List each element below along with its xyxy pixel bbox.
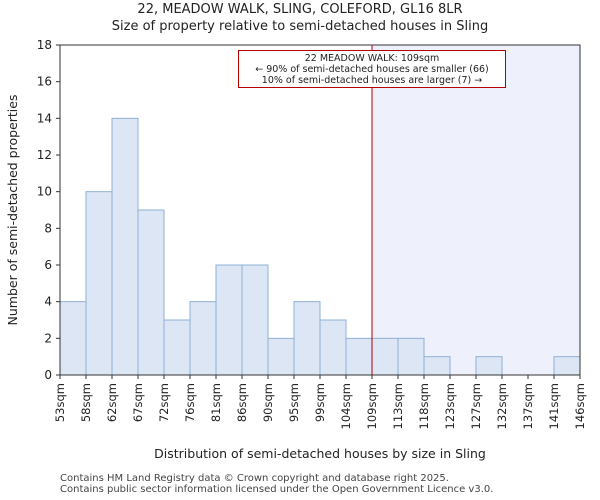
x-tick-label: 99sqm — [313, 383, 327, 422]
chart-title: 22, MEADOW WALK, SLING, COLEFORD, GL16 8… — [137, 2, 463, 17]
bar — [85, 191, 113, 376]
x-tick-label: 123sqm — [443, 383, 457, 429]
y-tick-label: 18 — [37, 38, 52, 52]
bar — [111, 117, 139, 376]
x-tick-label: 127sqm — [469, 383, 483, 429]
property-annotation-box: 22 MEADOW WALK: 109sqm ← 90% of semi-det… — [238, 50, 506, 88]
bar — [189, 301, 217, 376]
footer-copyright: Contains HM Land Registry data © Crown c… — [60, 473, 449, 484]
x-tick-label: 90sqm — [261, 383, 275, 422]
footer-licence: Contains public sector information licen… — [60, 484, 494, 495]
highlight-band — [372, 45, 580, 375]
bar — [553, 356, 581, 376]
annotation-line-2: ← 90% of semi-detached houses are smalle… — [255, 64, 489, 75]
x-tick-label: 95sqm — [287, 383, 301, 422]
bar — [397, 337, 425, 376]
x-tick-label: 141sqm — [547, 383, 561, 429]
y-tick-label: 14 — [37, 111, 52, 125]
bar — [137, 209, 165, 376]
bar — [293, 301, 321, 376]
x-tick-label: 104sqm — [339, 383, 353, 429]
bar — [267, 337, 295, 376]
annotation-line-1: 22 MEADOW WALK: 109sqm — [304, 53, 440, 64]
bar — [215, 264, 243, 376]
x-tick-label: 109sqm — [365, 383, 379, 429]
x-tick-label: 118sqm — [417, 383, 431, 429]
y-tick-label: 6 — [44, 258, 52, 272]
y-tick-label: 0 — [44, 368, 52, 382]
bar — [241, 264, 269, 376]
bar — [371, 337, 399, 376]
bar — [163, 319, 191, 376]
x-tick-label: 137sqm — [521, 383, 535, 429]
y-tick-label: 16 — [37, 75, 52, 89]
x-tick-label: 76sqm — [183, 383, 197, 422]
x-tick-label: 67sqm — [131, 383, 145, 422]
bar — [345, 337, 373, 376]
x-tick-label: 86sqm — [235, 383, 249, 422]
y-tick-label: 2 — [44, 331, 52, 345]
x-axis-label: Distribution of semi-detached houses by … — [154, 446, 486, 461]
bar — [475, 356, 503, 376]
bar — [423, 356, 451, 376]
annotation-line-3: 10% of semi-detached houses are larger (… — [261, 75, 483, 86]
x-tick-label: 81sqm — [209, 383, 223, 422]
x-tick-label: 113sqm — [391, 383, 405, 429]
bar — [319, 319, 347, 376]
x-tick-label: 146sqm — [573, 383, 587, 429]
x-tick-label: 62sqm — [105, 383, 119, 422]
y-axis-label: Number of semi-detached properties — [5, 95, 20, 326]
x-tick-label: 132sqm — [495, 383, 509, 429]
x-tick-label: 53sqm — [53, 383, 67, 422]
y-tick-label: 12 — [37, 148, 52, 162]
chart-subtitle: Size of property relative to semi-detach… — [111, 19, 489, 34]
y-tick-label: 4 — [44, 295, 52, 309]
x-tick-label: 72sqm — [157, 383, 171, 422]
y-tick-label: 10 — [37, 185, 52, 199]
y-tick-label: 8 — [44, 221, 52, 235]
bar — [59, 301, 87, 376]
x-tick-label: 58sqm — [79, 383, 93, 422]
